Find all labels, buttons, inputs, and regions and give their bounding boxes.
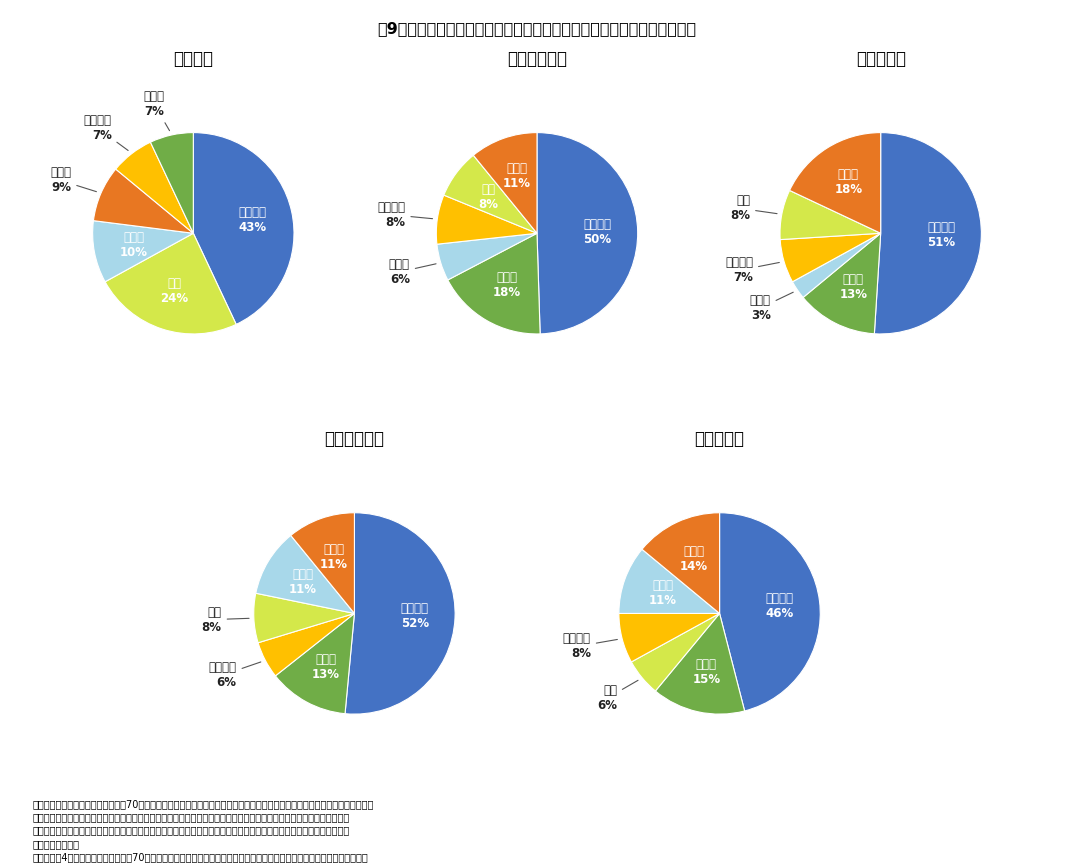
Wedge shape [720,512,821,711]
Text: アメリカ
52%: アメリカ 52% [401,602,429,630]
Wedge shape [632,613,720,691]
Text: アメリカ
43%: アメリカ 43% [238,206,266,234]
Text: イギリス
6%: イギリス 6% [208,661,261,689]
Wedge shape [275,613,354,714]
Text: 注１：日本市場の医薬品売上高上位70品目のうち一物二名称品は１品目分のみカウントし、後発医薬品を除いた。そのため６８
　品目を対象としている。日本市場の「その他: 注１：日本市場の医薬品売上高上位70品目のうち一物二名称品は１品目分のみカウント… [32,799,610,864]
Title: スイス市場: スイス市場 [856,50,905,68]
Wedge shape [619,550,720,613]
Wedge shape [116,143,193,233]
Text: アメリカ
51%: アメリカ 51% [927,221,955,249]
Text: スイス
9%: スイス 9% [50,167,97,194]
Text: スイス
11%: スイス 11% [503,162,531,190]
Text: その他
13%: その他 13% [839,273,867,302]
Wedge shape [92,220,193,282]
Wedge shape [448,233,540,334]
Wedge shape [345,512,455,715]
Wedge shape [256,536,354,613]
Title: イギリス市場: イギリス市場 [324,430,384,448]
Text: ドイツ
6%: ドイツ 6% [389,258,436,286]
Wedge shape [619,613,720,662]
Text: アメリカ
50%: アメリカ 50% [583,219,611,246]
Text: イギリス
7%: イギリス 7% [84,114,128,150]
Text: 日本
8%: 日本 8% [478,183,498,212]
Wedge shape [655,613,744,715]
Wedge shape [780,190,881,239]
Wedge shape [193,132,294,324]
Wedge shape [537,132,638,334]
Text: アメリカ
46%: アメリカ 46% [766,592,794,619]
Wedge shape [780,233,881,282]
Text: スイス
18%: スイス 18% [834,168,862,196]
Text: その他
7%: その他 7% [143,90,170,130]
Text: 日本
8%: 日本 8% [202,606,249,633]
Title: 日本市場: 日本市場 [173,50,214,68]
Wedge shape [793,233,881,297]
Wedge shape [437,233,537,280]
Text: イギリス
7%: イギリス 7% [725,257,780,284]
Wedge shape [874,132,982,334]
Text: その他
15%: その他 15% [693,658,721,686]
Wedge shape [105,233,236,334]
Wedge shape [444,156,537,233]
Text: スイス
14%: スイス 14% [680,545,708,573]
Text: 図9　日米欧各国の国内市場における売上高上位品目の創出企業国籍割合: 図9 日米欧各国の国内市場における売上高上位品目の創出企業国籍割合 [377,22,697,36]
Text: イギリス
8%: イギリス 8% [563,632,618,660]
Text: ドイツ
10%: ドイツ 10% [120,231,148,258]
Wedge shape [150,132,193,233]
Wedge shape [803,233,881,334]
Wedge shape [291,512,354,613]
Text: ドイツ
3%: ドイツ 3% [750,292,794,322]
Wedge shape [93,169,193,233]
Text: 日本
24%: 日本 24% [161,276,189,305]
Text: 日本
6%: 日本 6% [597,680,638,712]
Text: その他
13%: その他 13% [311,652,339,681]
Wedge shape [258,613,354,676]
Title: ドイツ市場: ドイツ市場 [695,430,744,448]
Wedge shape [436,195,537,245]
Wedge shape [253,594,354,643]
Text: ドイツ
11%: ドイツ 11% [289,569,317,596]
Wedge shape [642,512,720,613]
Text: スイス
11%: スイス 11% [320,543,348,570]
Title: アメリカ市場: アメリカ市場 [507,50,567,68]
Wedge shape [474,132,537,233]
Text: 日本
8%: 日本 8% [730,194,778,222]
Wedge shape [789,132,881,233]
Text: その他
18%: その他 18% [493,271,521,300]
Text: ドイツ
11%: ドイツ 11% [649,579,677,607]
Text: イギリス
8%: イギリス 8% [377,200,433,229]
